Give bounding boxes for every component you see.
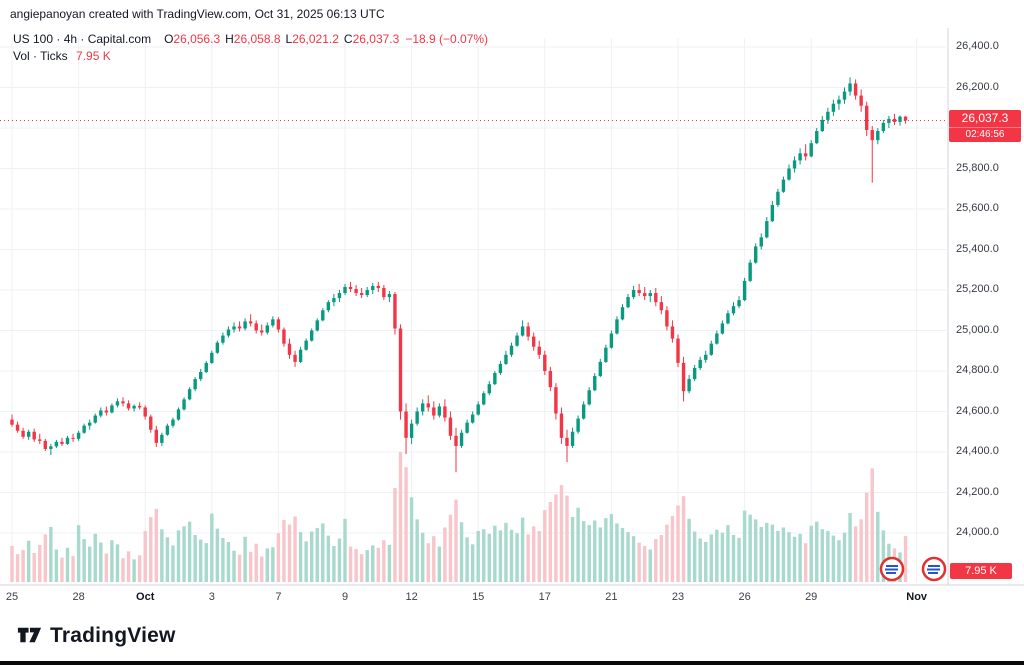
- time-axis-label: 15: [472, 591, 485, 603]
- price-axis-label: 25,000.0: [956, 323, 999, 336]
- time-axis-label: 29: [805, 591, 818, 603]
- change-value: −18.9 (−0.07%): [405, 32, 489, 46]
- time-axis-label: 17: [538, 591, 551, 603]
- provider-logo-icon: [879, 556, 905, 582]
- price-axis-label: 24,400.0: [956, 445, 999, 457]
- close-label: C: [343, 32, 353, 46]
- last-price-badge: 26,037.3 02:46:56: [949, 110, 1021, 143]
- time-axis-label: 28: [72, 591, 85, 603]
- time-axis-label: 25: [5, 591, 19, 603]
- volume-badge: 7.95 K: [950, 563, 1012, 579]
- time-axis-label: 21: [605, 591, 618, 603]
- bar-countdown: 02:46:56: [949, 127, 1021, 142]
- price-axis-label: 26,200.0: [956, 80, 999, 93]
- watermark-text: angiepanoyan created with TradingView.co…: [10, 7, 385, 21]
- price-axis-label: 24,200.0: [956, 485, 999, 498]
- price-axis-label: 24,600.0: [956, 404, 999, 417]
- candlestick-chart[interactable]: [0, 0, 1024, 620]
- chart-legend[interactable]: US 100 · 4h · Capital.com O26,056.3 H26,05…: [13, 31, 488, 65]
- bottom-bar: [0, 661, 1024, 665]
- price-axis-label: 26,400.0: [956, 40, 999, 52]
- price-axis-label: 25,400.0: [956, 242, 999, 255]
- high-value: 26,058.8: [233, 32, 281, 46]
- symbol-title[interactable]: US 100 · 4h · Capital.com: [13, 32, 152, 46]
- volume-label[interactable]: Vol · Ticks: [13, 49, 68, 63]
- volume-value: 7.95 K: [76, 49, 111, 63]
- time-axis-label: 9: [341, 591, 349, 603]
- tradingview-logo-icon[interactable]: [16, 622, 43, 649]
- close-value: 26,037.3: [352, 32, 400, 46]
- price-axis-label: 24,000.0: [956, 526, 999, 538]
- price-axis-label: 25,600.0: [956, 202, 999, 214]
- time-axis-label: Nov: [906, 591, 928, 603]
- time-axis-label: 23: [671, 591, 685, 603]
- price-axis-label: 24,800.0: [956, 364, 999, 376]
- legend-row-ohlc: US 100 · 4h · Capital.com O26,056.3 H26,05…: [13, 31, 488, 48]
- time-axis-label: 3: [208, 591, 215, 603]
- open-label: O: [164, 32, 174, 46]
- price-axis-label: 25,800.0: [956, 161, 999, 174]
- high-label: H: [225, 32, 234, 46]
- price-axis-label: 25,200.0: [956, 283, 999, 295]
- footer: TradingView: [16, 622, 176, 649]
- low-label: L: [285, 32, 293, 46]
- last-price-value: 26,037.3: [961, 111, 1009, 126]
- open-value: 26,056.3: [173, 32, 221, 46]
- provider-logo-icon: [921, 556, 947, 582]
- time-axis-label: 7: [275, 591, 282, 603]
- time-axis-label: Oct: [136, 591, 155, 603]
- legend-row-volume: Vol · Ticks 7.95 K: [13, 48, 488, 65]
- low-value: 26,021.2: [292, 32, 339, 46]
- time-axis-label: 12: [405, 591, 418, 603]
- tradingview-logo-text[interactable]: TradingView: [50, 623, 176, 647]
- time-axis-label: 26: [738, 591, 751, 603]
